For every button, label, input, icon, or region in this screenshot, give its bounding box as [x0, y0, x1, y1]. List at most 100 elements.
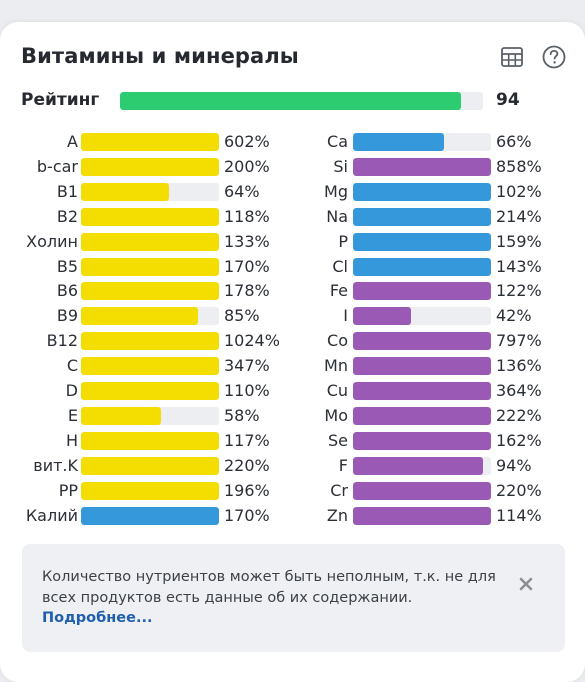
- nutrient-bar: [81, 382, 219, 400]
- nutrient-bar-fill: [81, 182, 170, 201]
- nutrient-percent: 66%: [496, 132, 532, 151]
- nutrient-bar: [81, 307, 219, 326]
- nutrient-bar-fill: [353, 456, 483, 475]
- nutrient-bar: [81, 133, 219, 151]
- nutrient-row-left: B9 85%: [0, 305, 585, 327]
- rating-bar: [120, 92, 483, 110]
- table-icon[interactable]: [499, 44, 525, 70]
- nutrient-percent: 797%: [496, 331, 542, 351]
- nutrient-percent: 347%: [224, 356, 270, 376]
- nutrient-row-left: Калий 170%: [0, 505, 585, 527]
- nutrient-bar: [353, 282, 491, 301]
- nutrient-bar: [353, 456, 491, 475]
- nutrient-row-right: Mn 136%: [0, 355, 585, 377]
- nutrient-bar: [353, 332, 491, 351]
- nutrient-percent: 122%: [496, 281, 542, 301]
- nutrient-percent: 85%: [224, 306, 260, 326]
- nutrient-name: A: [67, 132, 78, 151]
- rating-value: 94: [496, 90, 520, 110]
- nutrient-percent: 170%: [224, 505, 270, 525]
- nutrient-row-right: Si 858%: [0, 156, 585, 178]
- nutrient-row-right: Mg 102%: [0, 181, 585, 203]
- nutrient-bar-fill: [81, 282, 219, 301]
- nutrient-name: Mn: [324, 356, 348, 376]
- nutrient-bar-fill: [353, 382, 491, 400]
- nutrient-bar-fill: [81, 332, 219, 351]
- nutrient-bar: [353, 481, 491, 500]
- nutrient-bar: [353, 307, 491, 326]
- nutrient-bar-fill: [353, 357, 491, 376]
- nutrient-row-left: H 117%: [0, 430, 585, 452]
- nutrient-name: PP: [58, 480, 78, 500]
- nutrient-row-right: Cu 364%: [0, 380, 585, 402]
- nutrient-percent: 170%: [224, 256, 270, 276]
- nutrient-bar: [353, 182, 491, 201]
- nutrient-row-left: D 110%: [0, 380, 585, 402]
- nutrient-percent: 159%: [496, 231, 542, 251]
- nutrient-bar-fill: [81, 481, 219, 500]
- nutrient-bar: [81, 406, 219, 425]
- nutrient-row-left: E 58%: [0, 405, 585, 427]
- more-link[interactable]: Подробнее...: [42, 610, 153, 626]
- nutrient-bar-fill: [81, 157, 219, 176]
- nutrient-name: Cl: [332, 256, 348, 276]
- nutrient-bar-fill: [81, 357, 219, 376]
- nutrient-percent: 136%: [496, 356, 542, 376]
- nutrient-bar: [353, 357, 491, 376]
- nutrient-name: Fe: [329, 281, 348, 301]
- nutrient-name: B12: [46, 331, 78, 351]
- nutrient-row-left: вит.K 220%: [0, 455, 585, 477]
- info-notice: Количество нутриентов может быть неполны…: [22, 544, 565, 652]
- nutrient-name: Cr: [330, 480, 348, 500]
- nutrient-row-left: B12 1024%: [0, 330, 585, 352]
- nutrient-percent: 602%: [224, 132, 270, 151]
- nutrient-bar-fill: [353, 307, 411, 326]
- nutrient-row-right: Na 214%: [0, 206, 585, 228]
- nutrient-bar-fill: [353, 182, 491, 201]
- nutrient-name: Se: [328, 430, 348, 450]
- nutrient-bar: [353, 257, 491, 276]
- nutrient-bar: [81, 207, 219, 226]
- nutrient-bar: [353, 207, 491, 226]
- vitamins-minerals-card: Витамины и минералы Рейтинг 94 A 602% b-ca…: [0, 22, 585, 682]
- nutrient-row-right: P 159%: [0, 231, 585, 253]
- nutrient-percent: 118%: [224, 206, 270, 226]
- nutrient-percent: 1024%: [224, 331, 280, 351]
- nutrient-percent: 42%: [496, 306, 532, 326]
- nutrient-bar-fill: [81, 406, 162, 425]
- nutrient-name: B2: [56, 206, 78, 226]
- nutrient-row-left: B2 118%: [0, 206, 585, 228]
- nutrient-row-left: B6 178%: [0, 280, 585, 302]
- nutrient-name: Mo: [324, 405, 348, 425]
- nutrient-bar-fill: [353, 431, 491, 450]
- nutrient-name: Na: [326, 206, 348, 226]
- rating-label: Рейтинг: [21, 90, 100, 110]
- nutrient-bar-fill: [81, 307, 199, 326]
- nutrient-percent: 110%: [224, 381, 270, 400]
- nutrient-bar-fill: [353, 481, 491, 500]
- nutrient-name: b-car: [36, 156, 78, 176]
- nutrient-percent: 178%: [224, 281, 270, 301]
- notice-text: Количество нутриентов может быть неполны…: [42, 569, 496, 606]
- nutrient-bar: [81, 456, 219, 475]
- nutrient-bar: [353, 431, 491, 450]
- nutrient-bar: [81, 232, 219, 251]
- close-icon[interactable]: [516, 574, 536, 594]
- nutrient-name: Si: [333, 156, 348, 176]
- nutrient-percent: 196%: [224, 480, 270, 500]
- nutrient-row-left: b-car 200%: [0, 156, 585, 178]
- nutrient-name: B1: [56, 181, 78, 201]
- nutrient-name: вит.K: [33, 455, 78, 475]
- nutrient-bar: [353, 382, 491, 400]
- nutrient-percent: 117%: [224, 430, 270, 450]
- help-circle-icon[interactable]: [541, 44, 567, 70]
- nutrient-bar-fill: [353, 232, 491, 251]
- nutrient-row-right: Cr 220%: [0, 480, 585, 502]
- nutrient-name: C: [66, 356, 78, 376]
- rating-bar-fill: [120, 92, 462, 110]
- nutrient-percent: 858%: [496, 156, 542, 176]
- nutrient-bar: [81, 357, 219, 376]
- nutrient-bar: [81, 506, 219, 525]
- nutrient-bar: [353, 232, 491, 251]
- nutrient-percent: 102%: [496, 181, 542, 201]
